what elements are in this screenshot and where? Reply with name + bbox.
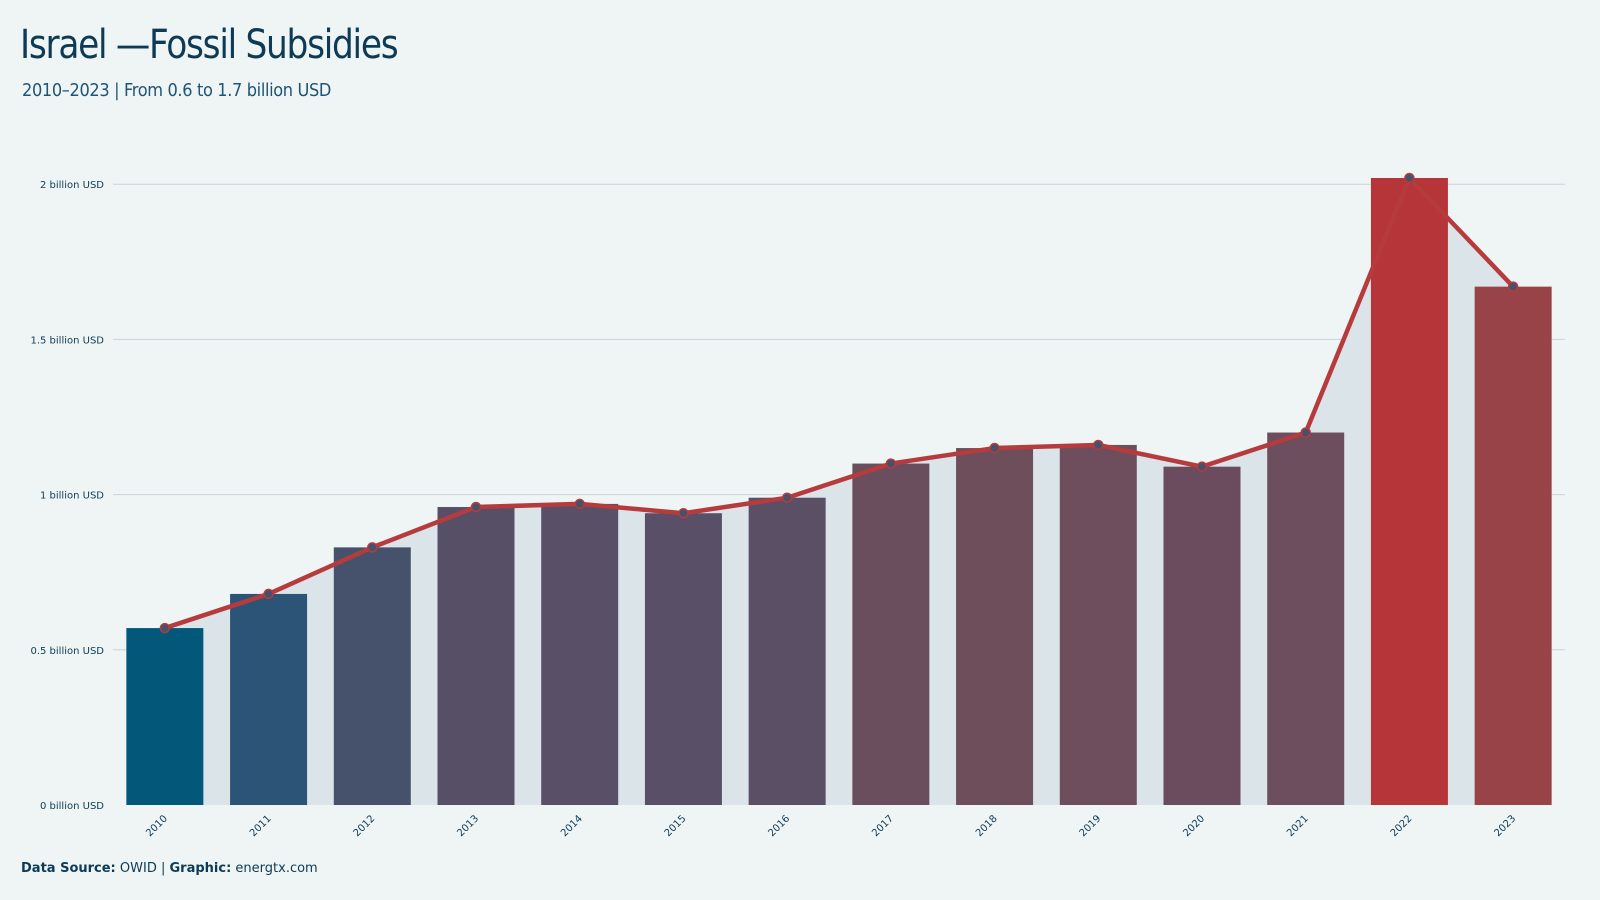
x-tick-label: 2021 [1285, 813, 1311, 839]
bar-2016 [748, 497, 826, 805]
bar-2013 [437, 507, 515, 805]
x-tick-label: 2010 [144, 813, 170, 839]
bar-2010 [126, 628, 204, 805]
chart-title: Israel —Fossil Subsidies [20, 22, 399, 68]
point-2019 [1093, 439, 1104, 451]
series-line [162, 175, 1516, 631]
graphic-label: Graphic: [169, 861, 232, 876]
y-tick-label: 0.5 billion USD [30, 646, 104, 657]
point-2013 [470, 501, 482, 513]
x-tick-label: 2023 [1492, 813, 1518, 839]
bar-2018 [956, 448, 1034, 805]
point-2016 [781, 492, 793, 503]
bar-2017 [852, 463, 930, 805]
x-tick-label: 2012 [352, 813, 378, 839]
bar-2021 [1267, 432, 1345, 805]
x-tick-label: 2011 [248, 813, 274, 839]
point-2020 [1196, 461, 1208, 472]
source-value: OWID [119, 861, 157, 876]
x-tick-label: 2017 [870, 813, 896, 839]
point-2022 [1404, 172, 1415, 184]
bar-2014 [541, 503, 619, 805]
point-2018 [989, 442, 1000, 454]
y-tick-label: 2 billion USD [40, 180, 104, 191]
point-2011 [263, 588, 274, 600]
point-2023 [1507, 281, 1519, 292]
bar-2011 [230, 593, 308, 805]
y-tick-label: 0 billion USD [40, 801, 104, 812]
x-tick-label: 2019 [1078, 813, 1104, 839]
point-2010 [159, 622, 171, 634]
chart-footer: Data Source: OWID | Graphic: energtx.com [21, 861, 318, 876]
x-tick-label: 2013 [455, 813, 481, 839]
x-tick-label: 2020 [1181, 813, 1207, 839]
chart-subtitle: 2010–2023 | From 0.6 to 1.7 billion USD [22, 80, 332, 101]
point-2017 [885, 458, 897, 469]
point-2012 [367, 542, 378, 553]
footer-separator: | [156, 861, 170, 876]
point-2021 [1300, 427, 1311, 438]
graphic-value: energtx.com [235, 861, 318, 876]
y-tick-label: 1.5 billion USD [30, 335, 104, 346]
point-2015 [678, 507, 689, 519]
x-tick-label: 2022 [1389, 813, 1415, 839]
bar-2012 [333, 547, 411, 805]
x-tick-label: 2015 [663, 813, 689, 839]
bar-2020 [1163, 466, 1241, 805]
x-tick-label: 2018 [974, 813, 1000, 839]
bar-2023 [1474, 286, 1552, 805]
bar-2019 [1059, 444, 1137, 805]
bar-2022 [1370, 178, 1448, 805]
bar-2015 [644, 513, 722, 805]
y-tick-label: 1 billion USD [40, 491, 104, 502]
source-label: Data Source: [21, 861, 116, 876]
point-2014 [574, 498, 585, 510]
x-tick-label: 2016 [766, 813, 792, 839]
x-tick-label: 2014 [559, 813, 585, 839]
